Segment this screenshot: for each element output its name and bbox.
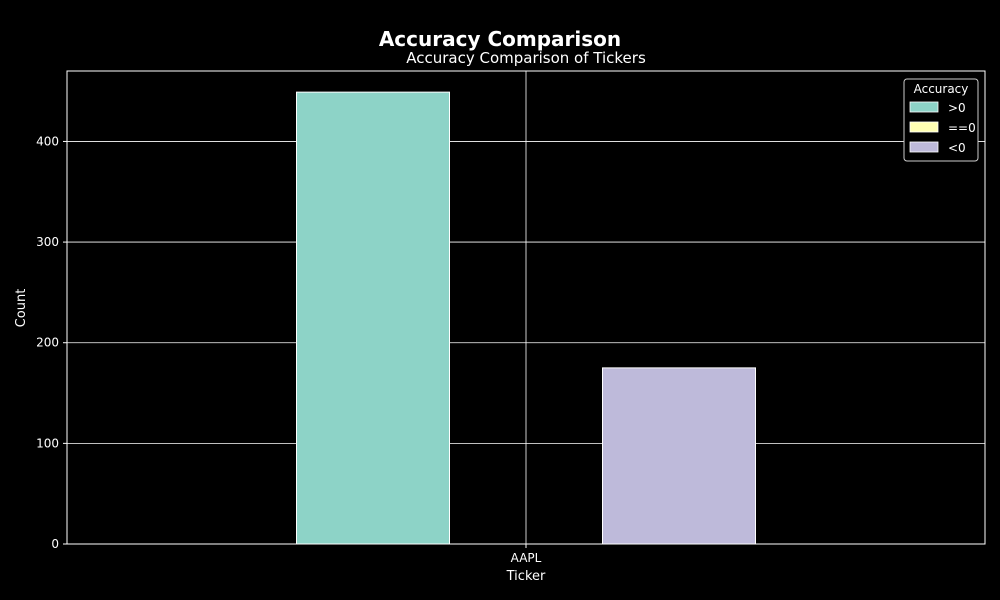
legend-swatch xyxy=(909,141,939,153)
bar xyxy=(296,91,450,545)
legend-label: >0 xyxy=(948,101,966,115)
legend-label: ==0 xyxy=(948,121,976,135)
x-axis-label: Ticker xyxy=(506,569,546,584)
chart-title: Accuracy Comparison of Tickers xyxy=(406,49,646,67)
bars xyxy=(296,91,756,545)
y-tick-label: 300 xyxy=(36,235,59,249)
chart-suptitle: Accuracy Comparison xyxy=(379,27,621,51)
y-tick-label: 200 xyxy=(36,336,59,350)
legend-swatch xyxy=(909,101,939,113)
legend-items: >0 ==0 <0 xyxy=(909,101,976,155)
legend-title: Accuracy xyxy=(914,82,969,96)
legend-box xyxy=(903,78,979,162)
x-tick-label: AAPL xyxy=(511,551,542,565)
y-tick-label: 100 xyxy=(36,436,59,450)
y-tick-label: 0 xyxy=(51,537,59,551)
bar xyxy=(602,367,756,545)
y-axis-label: Count xyxy=(14,289,29,328)
legend-label: <0 xyxy=(948,141,966,155)
x-axis-ticks: AAPL xyxy=(511,544,542,565)
legend-swatch xyxy=(909,121,939,133)
legend: Accuracy >0 ==0 <0 xyxy=(903,78,979,162)
y-tick-label: 400 xyxy=(36,134,59,148)
y-axis-ticks: 0 100 200 300 400 xyxy=(36,134,67,551)
